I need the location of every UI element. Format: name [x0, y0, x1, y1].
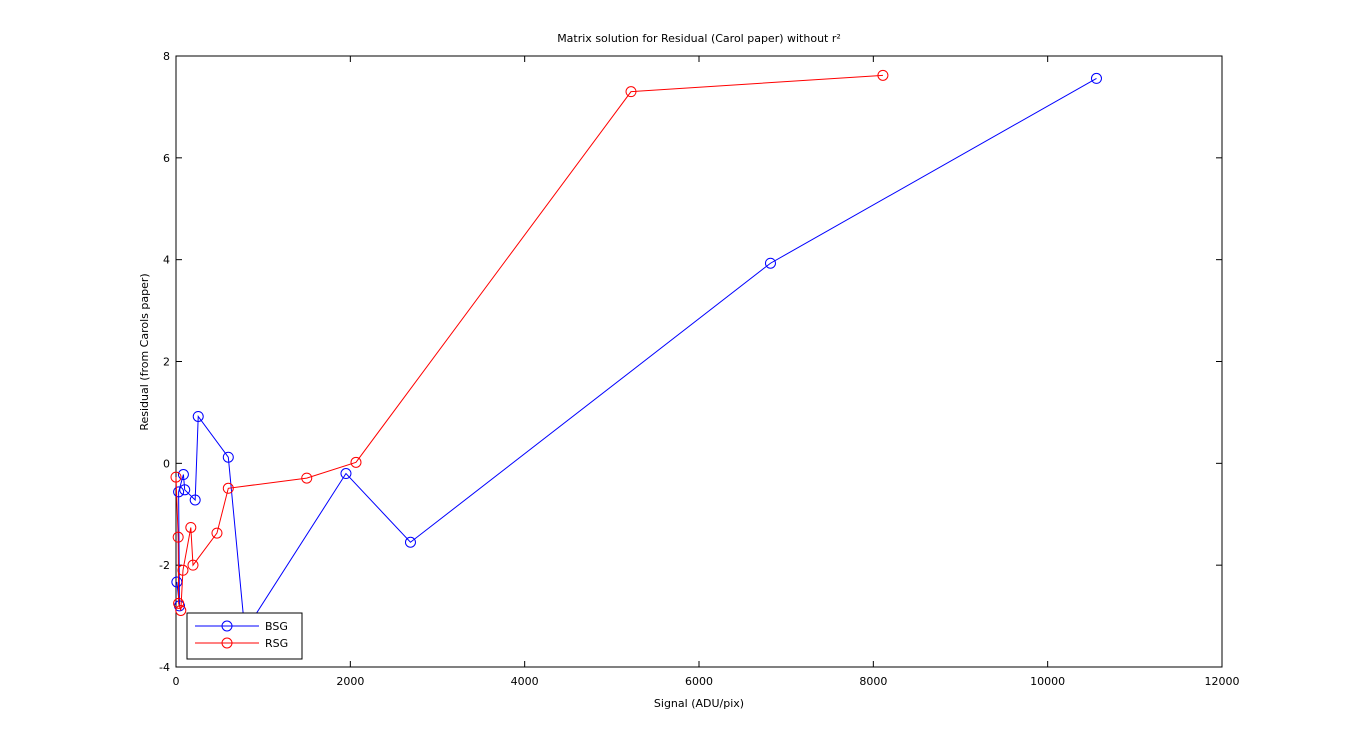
- point-marker: [404, 536, 416, 548]
- y-tick-label: 4: [163, 254, 170, 267]
- point-marker: [877, 69, 889, 81]
- point-marker: [189, 494, 201, 506]
- point-marker: [173, 597, 185, 609]
- series-line: [175, 74, 883, 611]
- legend-label: BSG: [265, 620, 288, 633]
- point-marker: [175, 604, 187, 616]
- legend-marker: [221, 637, 233, 649]
- point-marker: [211, 527, 223, 539]
- point-marker: [185, 521, 197, 533]
- y-axis-label: Residual (from Carols paper): [138, 273, 151, 430]
- legend-marker: [221, 620, 233, 632]
- x-tick-label: 0: [173, 675, 180, 688]
- point-marker: [177, 469, 189, 481]
- x-tick-label: 6000: [685, 675, 713, 688]
- y-tick-label: -2: [159, 559, 170, 572]
- point-marker: [301, 472, 313, 484]
- x-axis-label: Signal (ADU/pix): [654, 697, 744, 710]
- x-tick-label: 12000: [1205, 675, 1240, 688]
- y-tick-label: -4: [159, 661, 170, 674]
- series-line: [176, 77, 1097, 633]
- point-marker: [625, 86, 637, 98]
- point-marker: [222, 451, 234, 463]
- legend-label: RSG: [265, 637, 288, 650]
- y-tick-label: 0: [163, 457, 170, 470]
- point-marker: [187, 559, 199, 571]
- point-marker: [222, 482, 234, 494]
- x-tick-label: 4000: [511, 675, 539, 688]
- x-tick-label: 8000: [859, 675, 887, 688]
- y-tick-label: 2: [163, 356, 170, 369]
- point-marker: [173, 486, 185, 498]
- point-marker: [172, 531, 184, 543]
- point-marker: [764, 257, 776, 269]
- point-marker: [340, 468, 352, 480]
- point-marker: [350, 456, 362, 468]
- chart-title: Matrix solution for Residual (Carol pape…: [557, 32, 841, 45]
- point-marker: [192, 410, 204, 422]
- plot-area: [175, 55, 1223, 668]
- legend-box: [186, 612, 303, 660]
- x-tick-label: 2000: [336, 675, 364, 688]
- point-marker: [170, 471, 182, 483]
- y-tick-label: 6: [163, 152, 170, 165]
- x-tick-label: 10000: [1030, 675, 1065, 688]
- point-marker: [177, 564, 189, 576]
- y-tick-label: 8: [163, 50, 170, 63]
- point-marker: [179, 484, 191, 496]
- point-marker: [1090, 72, 1102, 84]
